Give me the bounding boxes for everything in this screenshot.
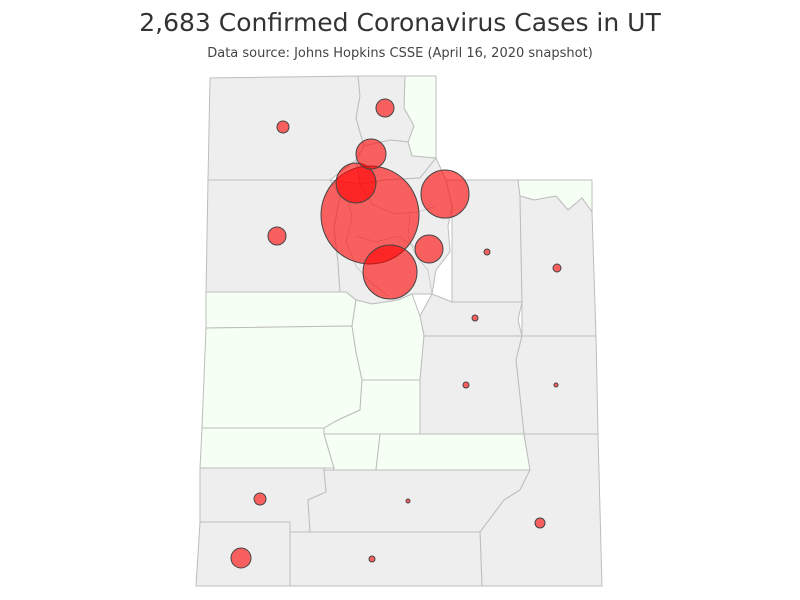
bubble-weber [355,138,387,170]
bubble-box-elder [276,120,290,134]
bubble-uintah [552,263,562,273]
county-emery [419,335,525,435]
case-bubbles [230,98,562,569]
bubble-wasatch [414,234,444,264]
county-juab [205,291,357,329]
county-millard [201,325,363,429]
bubble-carbon [471,314,479,322]
bubble-kane [368,555,376,563]
bubble-emery [462,381,470,389]
bubble-cache [375,98,395,118]
map-title: 2,683 Confirmed Coronavirus Cases in UT [139,8,661,37]
bubble-utah [362,244,418,300]
bubble-garfield [405,498,411,504]
bubble-iron [253,492,267,506]
bubble-duchesne [483,248,491,256]
bubble-san-juan [534,517,546,529]
county-sanpete [351,293,425,381]
county-beaver [199,427,335,469]
bubble-tooele [267,226,287,246]
bubble-davis [335,162,377,204]
map-subtitle: Data source: Johns Hopkins CSSE (April 1… [207,46,593,61]
county-wayne [375,433,531,471]
bubble-washington [230,547,252,569]
bubble-summit [420,169,470,219]
bubble-grand [553,382,559,388]
county-kane [289,531,483,587]
